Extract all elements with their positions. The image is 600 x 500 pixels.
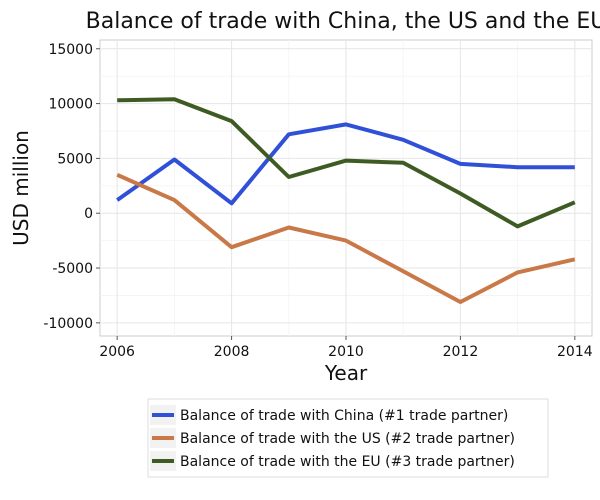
x-axis-ticks: 2006 2008 2010 2012 2014 [99,336,593,360]
legend-label: Balance of trade with the US (#2 trade p… [180,431,515,447]
legend-label: Balance of trade with the EU (#3 trade p… [180,454,515,470]
y-axis-title: USD million [9,130,33,246]
x-tick-label: 2014 [557,344,593,360]
legend-box [147,398,549,478]
x-tick-label: 2008 [214,344,250,360]
x-axis-title: Year [324,361,368,385]
y-tick-label: 0 [84,206,93,222]
series-line-3 [117,97,576,229]
chart-title: Balance of trade with China, the US and … [86,9,600,34]
series-line-2 [116,172,576,304]
y-tick-label: 5000 [57,151,93,167]
y-axis-ticks: -10000 -5000 0 5000 10000 15000 [43,42,100,332]
series-lines [116,97,576,304]
y-tick-label: 15000 [48,42,93,58]
y-tick-label: -5000 [52,261,93,277]
y-tick-label: -10000 [43,316,93,332]
y-tick-label: 10000 [48,97,93,113]
x-tick-label: 2006 [99,344,135,360]
legend-label: Balance of trade with China (#1 trade pa… [180,408,508,424]
series-line-1 [116,122,575,206]
x-tick-label: 2010 [328,344,364,360]
legend: Balance of trade with China (#1 trade pa… [147,398,549,478]
x-tick-label: 2012 [443,344,479,360]
